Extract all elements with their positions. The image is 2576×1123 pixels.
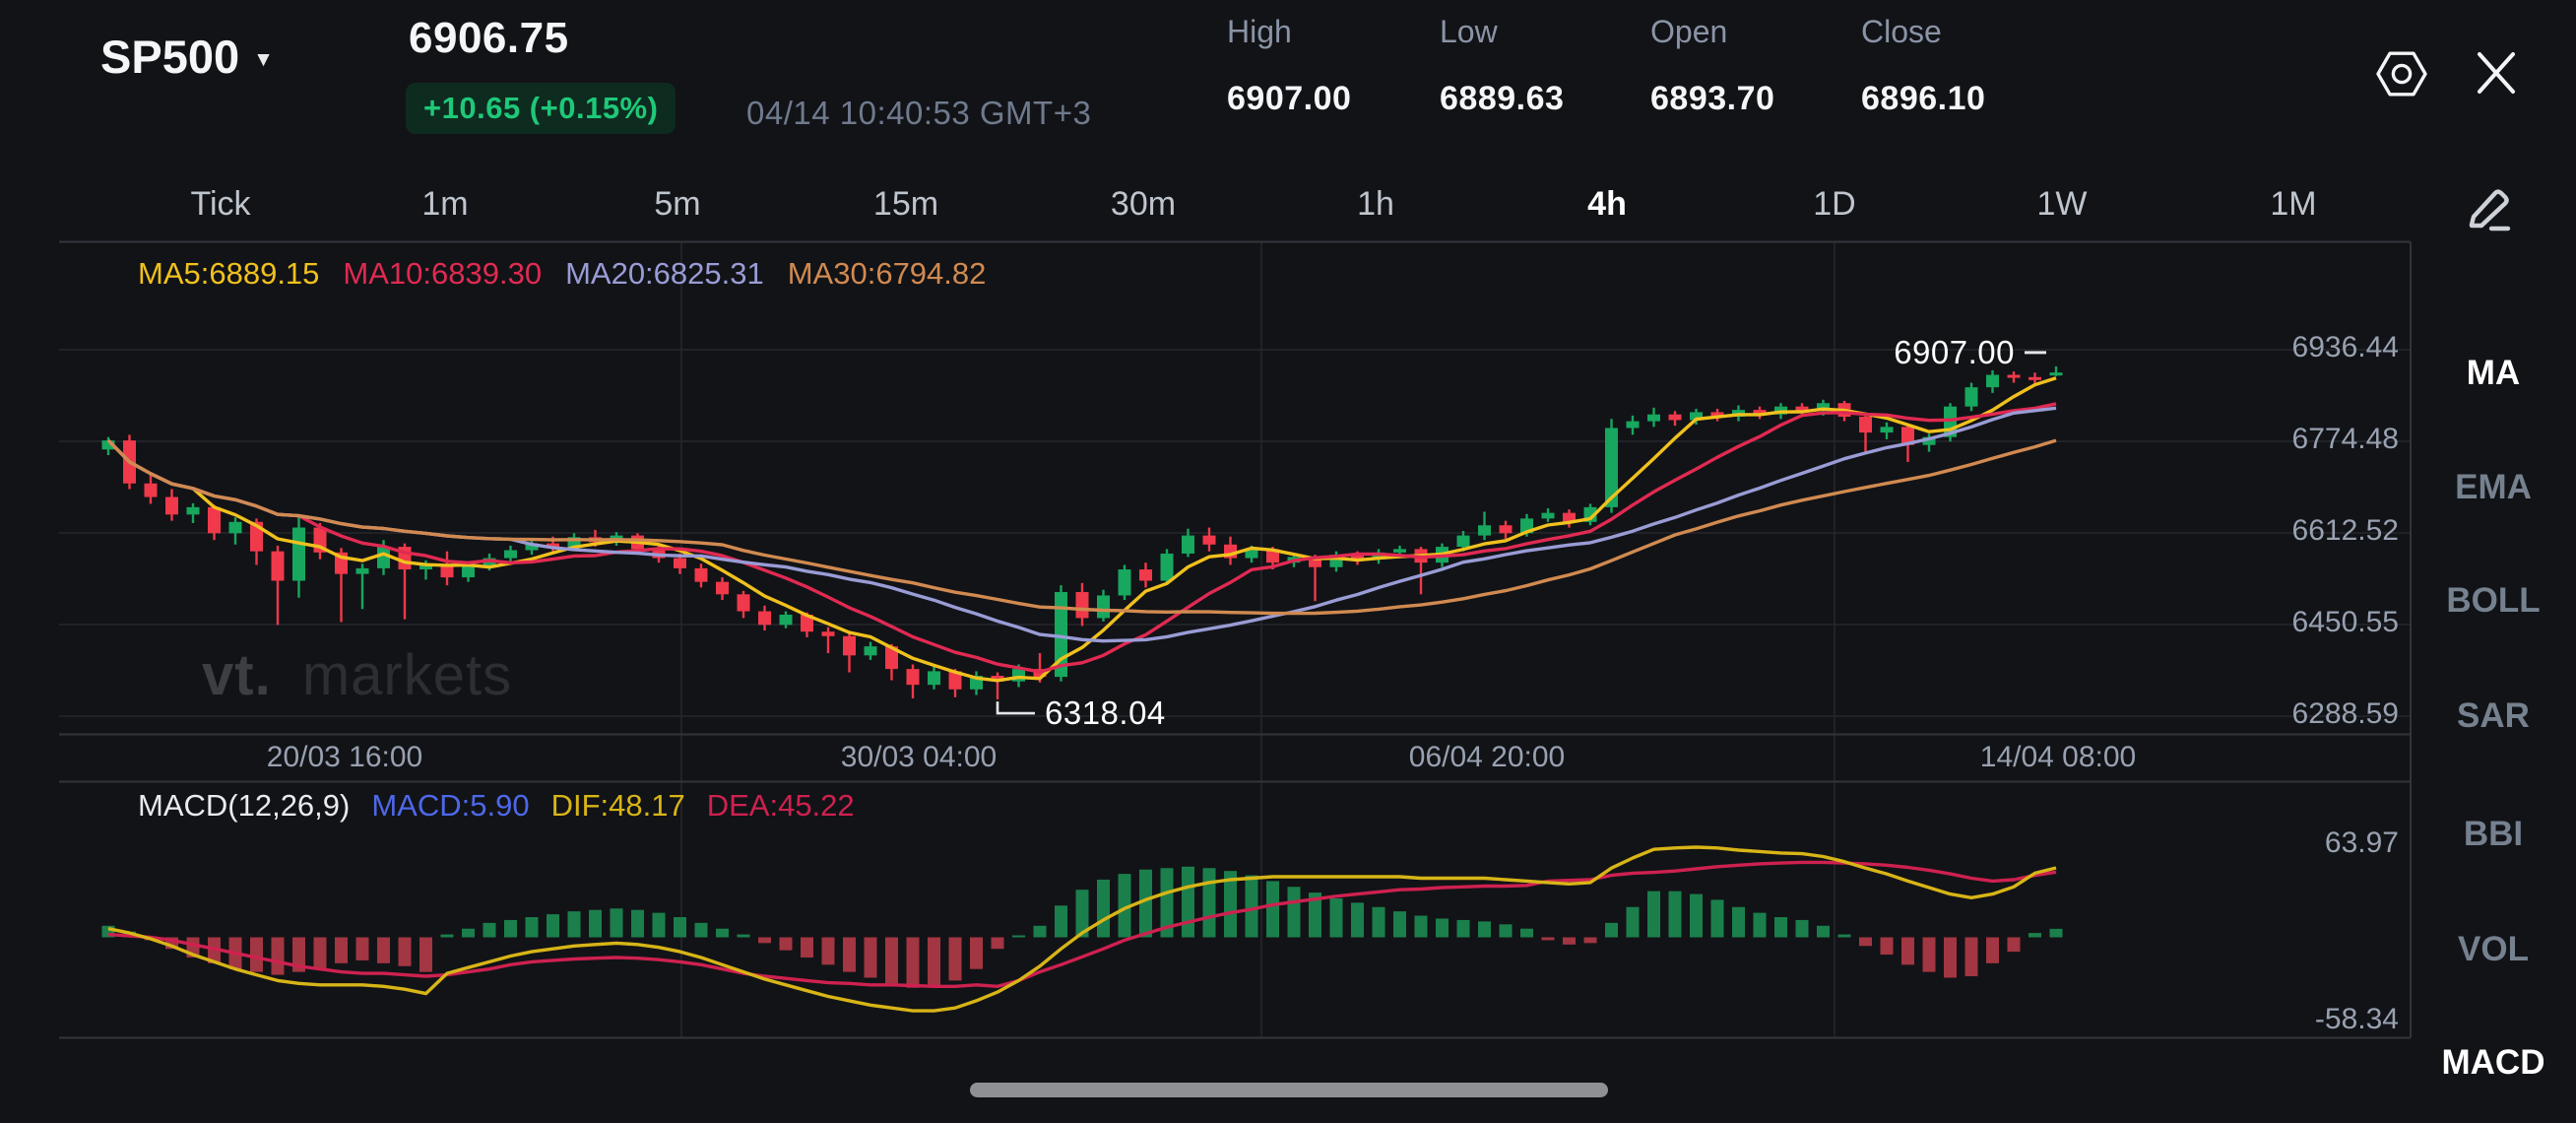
tab-timeframe-30m[interactable]: 30m xyxy=(1110,185,1177,223)
tab-timeframe-1m[interactable]: 1M xyxy=(2270,185,2317,223)
low-price-annotation: 6318.04 xyxy=(1045,694,1166,732)
sidebar-indicator-vol[interactable]: VOL xyxy=(2458,930,2529,968)
sidebar-indicator-boll[interactable]: BOLL xyxy=(2446,581,2541,620)
tab-timeframe-1w[interactable]: 1W xyxy=(2036,185,2088,223)
tab-timeframe-1h[interactable]: 1h xyxy=(1357,185,1394,223)
sidebar-indicator-sar[interactable]: SAR xyxy=(2457,696,2530,735)
macd-axis-label: -58.34 xyxy=(2314,1003,2399,1035)
gridlines xyxy=(59,240,2412,1039)
symbol-selector[interactable]: SP500 ▼ xyxy=(100,30,274,84)
tab-timeframe-15m[interactable]: 15m xyxy=(872,185,939,223)
macd-axis-label: 63.97 xyxy=(2324,826,2399,859)
symbol-name: SP500 xyxy=(100,31,240,83)
macd-dif-dea-lines xyxy=(107,845,2057,1013)
macd-histogram xyxy=(101,866,2063,988)
ohlc-value: 6893.70 xyxy=(1650,80,1775,117)
ohlc-stat-low: Low 6889.63 xyxy=(1440,14,1637,118)
symbol-dropdown-caret-icon: ▼ xyxy=(253,47,274,71)
annotation-pointers xyxy=(996,351,2046,715)
close-button[interactable] xyxy=(2467,43,2526,102)
pencil-icon xyxy=(2469,189,2511,231)
ohlc-value: 6896.10 xyxy=(1861,80,1986,117)
ohlc-value: 6889.63 xyxy=(1440,80,1565,117)
ma30-legend: MA30:6794.82 xyxy=(787,256,987,291)
ohlc-value: 6907.00 xyxy=(1227,80,1352,117)
gear-icon xyxy=(2376,51,2427,97)
sidebar-indicator-bbi[interactable]: BBI xyxy=(2463,815,2524,853)
watermark-logo-bold: vt. xyxy=(202,643,272,707)
tab-timeframe-1m[interactable]: 1m xyxy=(421,185,469,223)
last-price: 6906.75 xyxy=(409,14,569,62)
ohlc-label: Open xyxy=(1650,14,1728,49)
ohlc-label: Low xyxy=(1440,14,1498,49)
watermark-logo-light: markets xyxy=(301,643,513,707)
ma5-legend: MA5:6889.15 xyxy=(138,256,320,291)
tab-timeframe-5m[interactable]: 5m xyxy=(654,185,701,223)
chart-scrollbar[interactable] xyxy=(970,1083,1608,1097)
vt-markets-watermark: vt. markets xyxy=(202,642,512,708)
high-price-annotation: 6907.00 xyxy=(1894,333,2015,370)
quote-datetime: 04/14 10:40:53 GMT+3 xyxy=(746,95,1092,131)
draw-tools-button[interactable] xyxy=(2462,183,2517,238)
sidebar-indicator-ma[interactable]: MA xyxy=(2466,354,2521,392)
ohlc-label: Close xyxy=(1861,14,1942,49)
ohlc-stat-high: High 6907.00 xyxy=(1227,14,1424,118)
price-axis-label: 6288.59 xyxy=(2291,697,2399,730)
sidebar-indicator-ema[interactable]: EMA xyxy=(2455,468,2532,506)
tab-timeframe-4h[interactable]: 4h xyxy=(1587,185,1627,223)
ohlc-stat-open: Open 6893.70 xyxy=(1650,14,1847,118)
chart-settings-button[interactable] xyxy=(2369,41,2434,106)
time-axis-label: 14/04 08:00 xyxy=(1979,741,2137,773)
ohlc-stat-close: Close 6896.10 xyxy=(1861,14,2058,118)
tab-timeframe-tick[interactable]: Tick xyxy=(190,185,251,223)
time-axis-label: 20/03 16:00 xyxy=(266,741,423,773)
macd-legend-value: MACD:5.90 xyxy=(371,788,530,823)
time-axis-label: 06/04 20:00 xyxy=(1408,741,1566,773)
ohlc-label: High xyxy=(1227,14,1292,49)
price-axis-label: 6936.44 xyxy=(2291,331,2399,363)
close-icon xyxy=(2478,52,2515,94)
ma-indicator-legend: MA5:6889.15 MA10:6839.30 MA20:6825.31 MA… xyxy=(138,256,986,292)
macd-legend-dea: DEA:45.22 xyxy=(706,788,855,823)
ma5-line xyxy=(106,376,2057,683)
change-badge: +10.65 (+0.15%) xyxy=(406,83,676,134)
macd-legend-title: MACD(12,26,9) xyxy=(138,788,351,823)
macd-indicator-legend: MACD(12,26,9) MACD:5.90 DIF:48.17 DEA:45… xyxy=(138,788,855,824)
time-axis-label: 30/03 04:00 xyxy=(840,741,998,773)
ma10-line xyxy=(106,402,2057,674)
ma20-legend: MA20:6825.31 xyxy=(565,256,764,291)
tab-timeframe-1d[interactable]: 1D xyxy=(1813,185,1856,223)
price-axis-label: 6450.55 xyxy=(2291,606,2399,638)
price-axis-label: 6774.48 xyxy=(2291,423,2399,455)
ma10-legend: MA10:6839.30 xyxy=(343,256,543,291)
sidebar-indicator-macd[interactable]: MACD xyxy=(2441,1043,2545,1082)
macd-legend-dif: DIF:48.17 xyxy=(550,788,685,823)
price-axis-label: 6612.52 xyxy=(2291,514,2399,547)
ma30-line xyxy=(106,438,2057,616)
